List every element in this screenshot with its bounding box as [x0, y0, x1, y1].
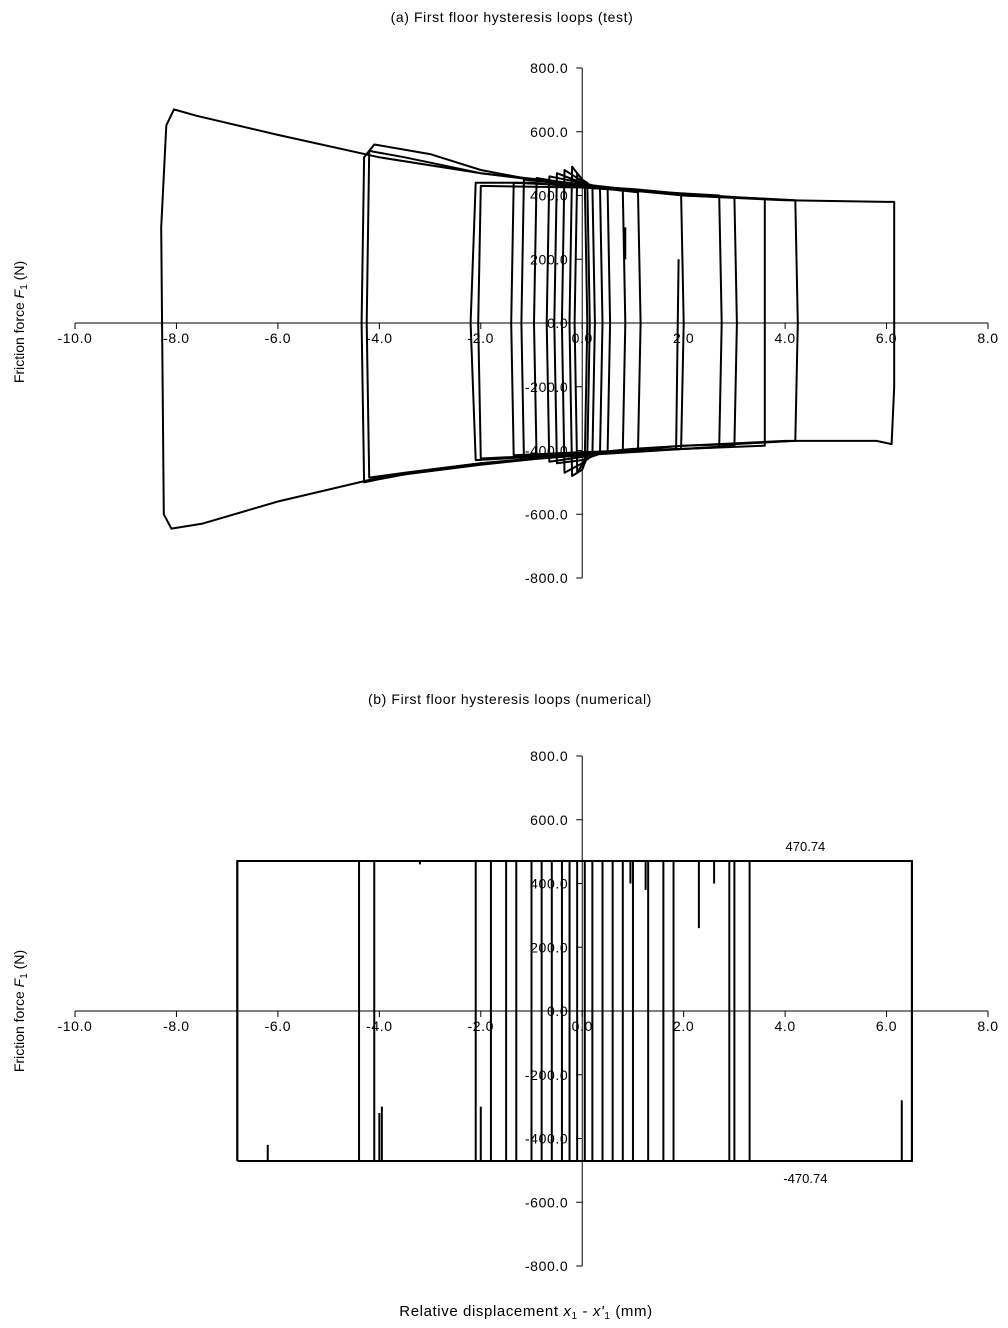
chart-b-y-tick-label: -400.0 [525, 1131, 568, 1147]
chart-b-x-tick-label: 0.0 [572, 1018, 593, 1034]
figure-xlabel: Relative displacement x1 - x'1 (mm) [399, 1303, 652, 1322]
chart-panel-b: (b) First floor hysteresis loops (numeri… [11, 691, 998, 1274]
chart-a-x-tick-label: 2.0 [673, 330, 694, 346]
chart-b-x-tick-label: 6.0 [876, 1018, 897, 1034]
chart-b-x-tick-label: 8.0 [977, 1018, 998, 1034]
chart-b-axes: -10.0 -8.0 -6.0 -4.0 -2.0 0.0 2.0 4.0 6.0 8.0 800.… [58, 748, 998, 1274]
chart-a-y-tick-label: -200.0 [525, 379, 568, 395]
chart-b-y-tick-label: 800.0 [530, 748, 568, 764]
chart-a-x-tick-label: 4.0 [774, 330, 795, 346]
chart-b-x-tick-label: 2.0 [673, 1018, 694, 1034]
chart-a-axes: -10.0 -8.0 -6.0 -4.0 -2.0 0.0 2.0 4.0 6.0 8.0 800.… [58, 60, 998, 586]
chart-a-loop-15 [675, 259, 680, 451]
chart-a-y-tick-label: 600.0 [530, 124, 568, 140]
chart-a-ylabel: Friction force F1 (N) [11, 261, 30, 383]
chart-b-ylabel: Friction force F1 (N) [11, 950, 30, 1072]
chart-b-x-tick-label: -10.0 [58, 1018, 93, 1034]
chart-a-x-tick-label: -8.0 [163, 330, 190, 346]
chart-a-loop-3 [365, 149, 766, 479]
chart-b-y-tick-label: 600.0 [530, 812, 568, 828]
chart-a-x-tick-label: -2.0 [468, 330, 495, 346]
chart-a-y-tick-label: -600.0 [525, 506, 568, 522]
chart-a-y-tick-label: 400.0 [530, 188, 568, 204]
chart-a-y-tick-label: 0.0 [547, 315, 568, 331]
chart-a-series-group [160, 108, 896, 530]
chart-b-y-tick-label: 200.0 [530, 939, 568, 955]
chart-b-y-tick-label: -200.0 [525, 1067, 568, 1083]
chart-b-annotation: 470.74 [786, 839, 826, 854]
chart-a-x-tick-label: 0.0 [572, 330, 593, 346]
chart-panel-a: (a) First floor hysteresis loops (test) … [11, 9, 998, 586]
chart-a-loop-6 [510, 181, 685, 457]
chart-a-y-tick-label: 800.0 [530, 60, 568, 76]
chart-b-x-tick-label: 4.0 [774, 1018, 795, 1034]
chart-a-title: (a) First floor hysteresis loops (test) [391, 9, 634, 25]
chart-b-x-tick-label: -2.0 [468, 1018, 495, 1034]
chart-a-x-tick-label: -6.0 [265, 330, 292, 346]
chart-b-annotation: -470.74 [783, 1171, 827, 1186]
chart-b-x-tick-label: -6.0 [265, 1018, 292, 1034]
chart-a-y-tick-label: 200.0 [530, 251, 568, 267]
chart-b-title: (b) First floor hysteresis loops (numeri… [368, 691, 652, 707]
chart-a-y-tick-label: -400.0 [525, 443, 568, 459]
chart-b-y-tick-label: -600.0 [525, 1194, 568, 1210]
chart-a-loop-1 [160, 108, 896, 530]
chart-b-y-tick-label: -800.0 [525, 1258, 568, 1274]
chart-b-y-tick-label: 0.0 [547, 1003, 568, 1019]
chart-a-x-tick-label: 8.0 [977, 330, 998, 346]
chart-a-x-tick-label: -4.0 [366, 330, 393, 346]
chart-b-x-tick-label: -8.0 [163, 1018, 190, 1034]
chart-a-x-tick-label: -10.0 [58, 330, 93, 346]
chart-b-x-tick-label: -4.0 [366, 1018, 393, 1034]
chart-a-y-tick-label: -800.0 [525, 570, 568, 586]
chart-b-y-tick-label: 400.0 [530, 876, 568, 892]
chart-a-x-tick-label: 6.0 [876, 330, 897, 346]
